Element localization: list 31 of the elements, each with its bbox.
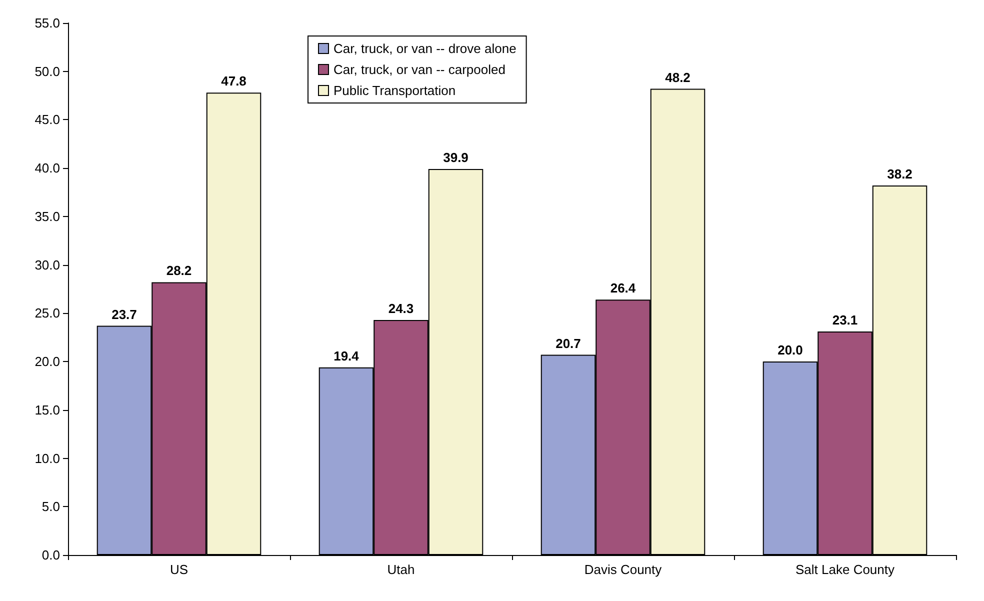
data-label: 26.4 [610,280,636,296]
data-label: 28.2 [166,263,192,278]
y-tick-label: 50.0 [34,64,60,79]
y-tick-label: 35.0 [34,208,60,224]
x-tick-label: Davis County [584,562,662,577]
data-label: 20.7 [556,336,581,351]
y-tick-label: 40.0 [34,160,60,176]
y-tick-label: 5.0 [42,499,60,514]
y-tick-label: 30.0 [34,257,60,272]
data-label: 39.9 [443,150,468,166]
legend-label: Public Transportation [334,83,456,98]
y-tick-label: 0.0 [42,548,60,562]
x-tick-label: US [170,562,188,577]
data-label: 47.8 [221,74,246,89]
data-label: 38.2 [887,166,912,182]
x-tick-label: Salt Lake County [795,562,895,577]
data-label: 19.4 [334,348,360,364]
legend-label: Car, truck, or van -- drove alone [334,41,516,56]
legend-label: Car, truck, or van -- carpooled [334,62,506,77]
data-label: 23.7 [112,306,137,322]
data-label: 23.1 [832,312,858,328]
y-tick-label: 15.0 [34,402,60,418]
data-label: 24.3 [388,300,414,316]
y-tick-label: 25.0 [34,306,60,321]
y-tick-label: 45.0 [34,112,60,128]
x-tick-label: Utah [387,562,415,577]
y-tick-label: 20.0 [34,354,60,370]
y-tick-label: 10.0 [34,450,60,466]
data-label: 48.2 [665,70,690,85]
y-tick-label: 55.0 [34,16,60,30]
data-label: 20.0 [778,342,803,358]
